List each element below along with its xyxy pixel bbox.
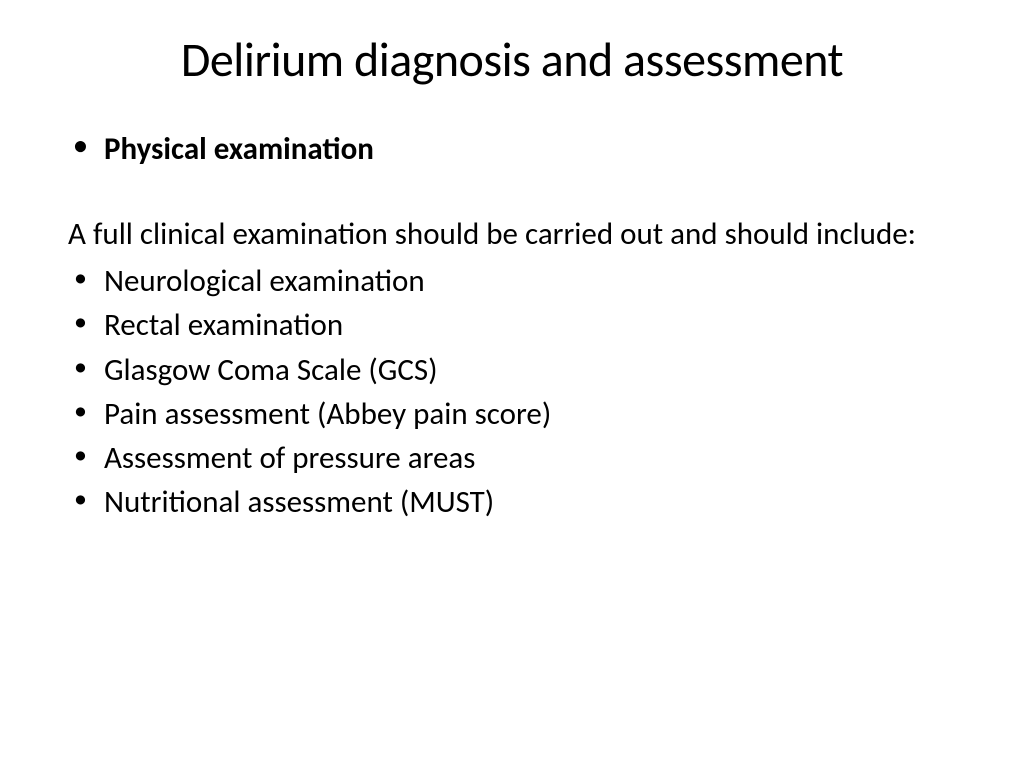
- list-item: Glasgow Coma Scale (GCS): [68, 350, 964, 390]
- list-item: Pain assessment (Abbey pain score): [68, 394, 964, 434]
- list-item: Assessment of pressure areas: [68, 438, 964, 478]
- slide-content: Physical examination A full clinical exa…: [60, 129, 964, 523]
- slide-title: Delirium diagnosis and assessment: [60, 30, 964, 89]
- main-bullet-list: Physical examination: [68, 129, 964, 169]
- examination-list: Neurological examination Rectal examinat…: [68, 261, 964, 523]
- list-item: Rectal examination: [68, 305, 964, 345]
- section-header: Physical examination: [68, 129, 964, 169]
- list-item: Nutritional assessment (MUST): [68, 482, 964, 522]
- intro-paragraph: A full clinical examination should be ca…: [68, 217, 964, 253]
- list-item: Neurological examination: [68, 261, 964, 301]
